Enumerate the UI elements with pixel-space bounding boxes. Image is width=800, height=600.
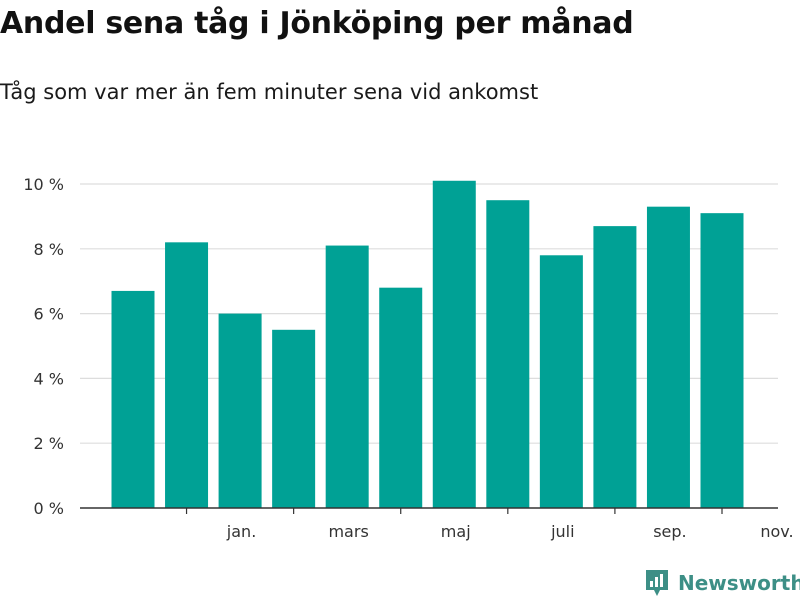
x-tick-label: maj: [441, 522, 471, 541]
bar-jan: [165, 242, 209, 508]
y-tick-label: 2 %: [34, 434, 64, 453]
bar-sep: [593, 226, 637, 508]
y-tick-label: 0 %: [34, 499, 64, 518]
bar-dec: [111, 290, 155, 508]
newsworthy-logo-icon: [646, 570, 668, 596]
x-tick-label: mars: [328, 522, 368, 541]
x-tick-label: nov.: [760, 522, 793, 541]
x-tick-label: juli: [550, 522, 574, 541]
x-tick-label: sep.: [653, 522, 686, 541]
bar-okt: [646, 206, 690, 508]
x-tick-label: jan.: [226, 522, 256, 541]
bar-feb: [218, 313, 262, 508]
bars: [111, 180, 744, 508]
y-tick-label: 6 %: [34, 305, 64, 324]
axes: 0 % 2 % 4 % 6 % 8 % 10 % jan. mars maj juli sep. no…: [23, 175, 793, 541]
chart-title: Andel sena tåg i Jönköping per månad: [0, 6, 634, 41]
brand-name: Newsworthy: [678, 571, 800, 595]
bar-juni: [432, 180, 476, 508]
bar-aug: [539, 255, 583, 508]
y-tick-label: 10 %: [23, 175, 64, 194]
bar-apr: [325, 245, 369, 508]
bar-juli: [486, 200, 530, 508]
y-tick-label: 4 %: [34, 369, 64, 388]
brand-logo[interactable]: Newsworthy: [644, 566, 800, 600]
y-tick-label: 8 %: [34, 240, 64, 259]
chart-subtitle: Tåg som var mer än fem minuter sena vid …: [0, 80, 539, 104]
bar-maj: [379, 287, 423, 508]
bar-nov: [700, 213, 744, 508]
bar-mars: [272, 329, 316, 508]
